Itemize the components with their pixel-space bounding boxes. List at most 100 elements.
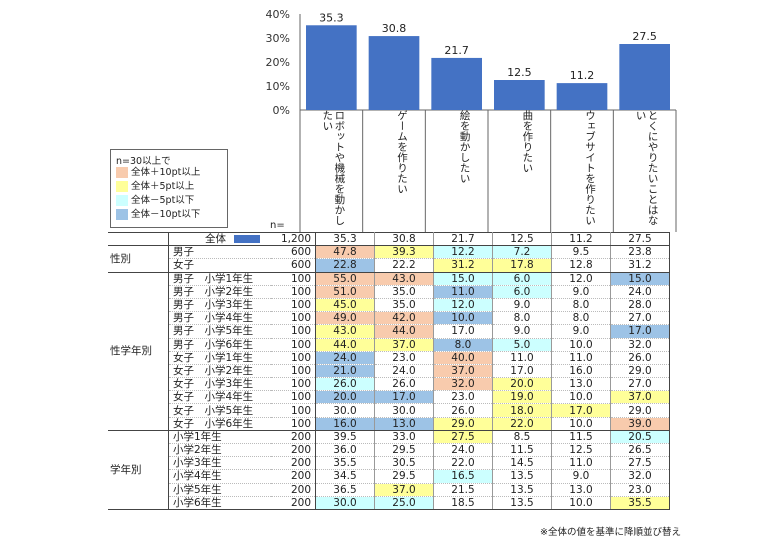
value-cell: 8.0 [551,298,611,313]
bar-value-label: 30.8 [382,22,407,35]
value-cell: 24.0 [315,351,375,365]
value-cell: 27.5 [610,231,670,247]
category-label: ウェブサイトを作りたい [584,110,596,226]
sample-size: 100 [271,364,316,379]
legend-swatch [116,167,128,178]
category-label: とくにやりたいことはない [634,110,659,226]
value-cell: 39.0 [610,417,670,431]
category-label: ゲームを作りたい [396,110,408,194]
value-cell: 11.5 [492,443,552,458]
value-cell: 35.3 [315,231,375,247]
value-cell: 6.0 [492,272,552,286]
y-tick-label: 0% [273,104,290,117]
sort-note: ※全体の値を基準に降順並び替え [540,527,681,538]
value-cell: 36.5 [315,483,375,497]
table-row: 小学6年生 200 30.0 25.0 18.5 13.5 10.0 35.5 [108,496,670,510]
table-row: 男子 小学6年生 100 44.0 37.0 8.0 5.0 10.0 32.0 [108,338,670,352]
sample-size: 100 [271,272,316,286]
value-cell: 35.0 [374,298,434,313]
value-cell: 20.5 [610,430,670,445]
data-table: 全体 1,200 35.3 30.8 21.7 12.5 11.2 27.5 性別 男子 600 47… [108,231,670,510]
value-cell: 37.0 [374,483,434,497]
row-label: 小学4年生 [168,469,271,484]
table-row: 男子 小学2年生 100 51.0 35.0 11.0 6.0 9.0 24.0 [108,285,670,299]
value-cell: 21.7 [433,231,493,247]
group-label: 性別 [108,245,169,273]
value-cell: 9.0 [551,324,611,339]
value-cell: 16.0 [315,417,375,431]
y-tick-label: 20% [266,56,290,69]
sample-size: 100 [271,351,316,365]
row-label: 男子 小学5年生 [168,324,271,339]
table-row: 全体 1,200 35.3 30.8 21.7 12.5 11.2 27.5 [108,231,670,247]
bar-value-label: 35.3 [319,11,344,24]
value-cell: 30.5 [374,456,434,471]
value-cell: 17.0 [551,403,611,418]
sample-size: 100 [271,417,316,431]
value-cell: 17.0 [610,324,670,339]
value-cell: 37.0 [610,390,670,405]
value-cell: 11.2 [551,231,611,247]
value-cell: 27.0 [610,311,670,326]
row-label: 男子 小学2年生 [168,285,271,299]
value-cell: 39.3 [374,245,434,260]
value-cell: 8.5 [492,430,552,445]
value-cell: 21.5 [433,483,493,497]
value-cell: 20.0 [315,390,375,405]
value-cell: 28.0 [610,298,670,313]
category-label: ロボットや機械を動かしたい [321,110,346,226]
sample-size: 600 [271,245,316,260]
value-cell: 23.8 [610,245,670,260]
value-cell: 31.2 [610,258,670,273]
table-row: 女子 600 22.8 22.2 31.2 17.8 12.8 31.2 [108,258,670,273]
n-label: n= [270,220,285,231]
table-row: 女子 小学1年生 100 24.0 23.0 40.0 11.0 11.0 26.0 [108,351,670,365]
table-row: 女子 小学5年生 100 30.0 30.0 26.0 18.0 17.0 29.0 [108,403,670,418]
value-cell: 14.5 [492,456,552,471]
value-cell: 32.0 [610,469,670,484]
row-label: 全体 [168,231,271,247]
value-cell: 11.5 [551,430,611,445]
bar [306,25,357,111]
value-cell: 16.0 [551,364,611,379]
value-cell: 44.0 [374,324,434,339]
value-cell: 13.5 [492,496,552,510]
value-cell: 8.0 [492,311,552,326]
bar [431,57,482,110]
table-row: 小学5年生 200 36.5 37.0 21.5 13.5 13.0 23.0 [108,483,670,497]
value-cell: 25.0 [374,496,434,510]
value-cell: 49.0 [315,311,375,326]
value-cell: 32.0 [433,377,493,392]
value-cell: 10.0 [551,338,611,352]
value-cell: 23.0 [433,390,493,405]
sample-size: 100 [271,390,316,405]
value-cell: 17.0 [492,364,552,379]
value-cell: 29.0 [610,403,670,418]
value-cell: 29.5 [374,443,434,458]
value-cell: 9.0 [551,285,611,299]
value-cell: 13.0 [374,417,434,431]
row-label: 男子 [168,245,271,260]
value-cell: 32.0 [610,338,670,352]
value-cell: 21.0 [315,364,375,379]
value-cell: 13.0 [551,483,611,497]
value-cell: 22.2 [374,258,434,273]
sample-size: 200 [271,456,316,471]
row-label: 男子 小学1年生 [168,272,271,286]
legend-title: n=30以上で [116,156,171,167]
value-cell: 22.0 [433,456,493,471]
sample-size: 100 [271,338,316,352]
value-cell: 27.5 [610,456,670,471]
table-row: 男子 小学5年生 100 43.0 44.0 17.0 9.0 9.0 17.0 [108,324,670,339]
table-row: 学年別 小学1年生 200 39.5 33.0 27.5 8.5 11.5 20.5 [108,430,670,510]
value-cell: 11.0 [551,456,611,471]
value-cell: 26.0 [315,377,375,392]
value-cell: 9.0 [551,469,611,484]
value-cell: 22.8 [315,258,375,273]
value-cell: 36.0 [315,443,375,458]
table-row: 女子 小学4年生 100 20.0 17.0 23.0 19.0 10.0 37.0 [108,390,670,405]
value-cell: 44.0 [315,338,375,352]
value-cell: 13.5 [492,469,552,484]
legend-item-plus5: 全体＋5pt以上 [116,181,194,193]
